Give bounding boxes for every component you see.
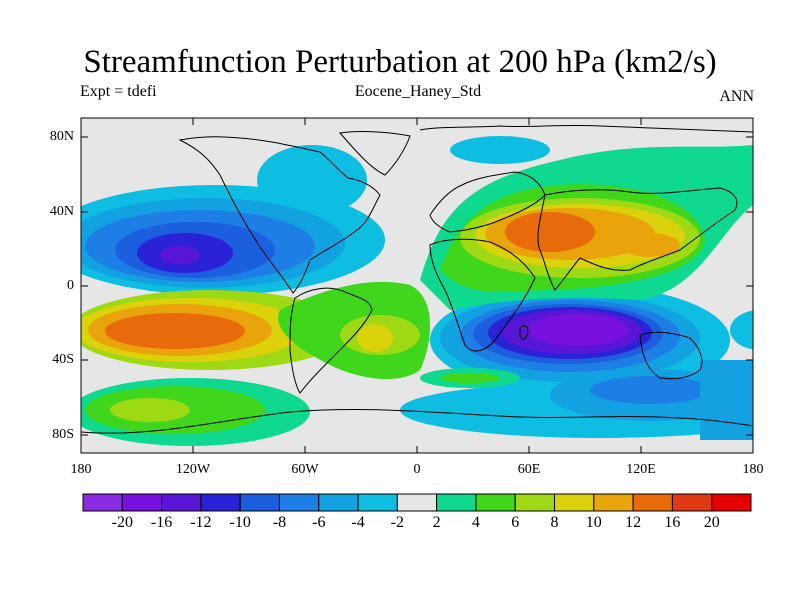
lat-tick-label: 0 xyxy=(67,278,74,293)
colorbar-tick-label: -20 xyxy=(111,514,133,531)
lat-tick-label: 80S xyxy=(52,427,74,442)
contour-region xyxy=(257,145,367,215)
colorbar-tick-label: 16 xyxy=(664,514,681,531)
colorbar-box xyxy=(396,493,438,512)
case-label: Eocene_Haney_Std xyxy=(354,83,482,100)
contour-region xyxy=(590,376,710,404)
lon-tick-label: 180 xyxy=(742,462,764,477)
coastline-greenland xyxy=(339,131,411,176)
contour-region xyxy=(505,212,595,252)
contour-region xyxy=(730,310,753,350)
colorbar-box xyxy=(278,493,320,512)
contour-region xyxy=(620,233,680,257)
lat-tick-marks xyxy=(81,136,753,436)
colorbar-tick-label: -4 xyxy=(351,514,365,531)
colorbar-tick-label: 12 xyxy=(625,514,642,531)
map-title: Streamfunction Perturbation at 200 hPa (… xyxy=(83,44,717,80)
experiment-label: Expt = tdefi xyxy=(80,83,157,100)
lon-tick-label: 120W xyxy=(175,462,211,477)
colorbar-box xyxy=(554,493,595,512)
contour-region xyxy=(700,360,753,440)
lon-tick-label: 0 xyxy=(413,462,421,477)
colorbar-box xyxy=(436,493,477,512)
contour-field xyxy=(81,136,753,446)
colorbar-tick-label: 20 xyxy=(703,514,720,531)
lon-tick-marks xyxy=(192,118,642,453)
colorbar-box xyxy=(357,493,398,512)
colorbar-tick-label: -2 xyxy=(390,514,405,531)
colorbar-box xyxy=(239,493,280,512)
coastline-arctic xyxy=(419,124,753,133)
colorbar-tick-label: 8 xyxy=(550,514,559,531)
season-label: ANN xyxy=(719,88,754,105)
coastline-madagascar xyxy=(519,325,529,340)
colorbar-box xyxy=(632,493,673,512)
coastline-north-america xyxy=(178,136,381,294)
colorbar-tick-label: -16 xyxy=(150,514,173,531)
contour-region xyxy=(105,313,245,349)
colorbar-box xyxy=(200,493,241,512)
contour-region xyxy=(357,324,393,352)
lon-tick-label: 120E xyxy=(626,462,656,477)
contour-region xyxy=(160,246,200,264)
contour-region xyxy=(528,314,628,346)
contour-region xyxy=(450,136,550,164)
colorbar-tick-label: -12 xyxy=(190,514,212,531)
lat-tick-label: 40S xyxy=(52,352,74,367)
lon-tick-label: 60W xyxy=(291,462,319,477)
colorbar-box xyxy=(318,493,359,512)
lon-tick-label: 180 xyxy=(70,462,92,477)
colorbar-box xyxy=(671,493,713,512)
colorbar-box xyxy=(593,493,634,512)
colorbar-tick-label: 10 xyxy=(585,514,602,531)
colorbar-tick-label: 6 xyxy=(511,514,520,531)
colorbar-box xyxy=(82,493,123,512)
colorbar-tick-label: 2 xyxy=(432,514,441,531)
coastlines xyxy=(81,124,753,434)
colorbar-box xyxy=(121,493,163,512)
colorbar-tick-label: -10 xyxy=(229,514,251,531)
coastline-australia xyxy=(639,331,703,380)
colorbar-box xyxy=(161,493,202,512)
contour-region xyxy=(110,398,190,422)
colorbar-tick-label: 4 xyxy=(471,514,480,531)
coastline-south-america xyxy=(289,287,373,394)
lat-tick-label: 80N xyxy=(49,129,74,144)
colorbar-tick-label: -6 xyxy=(312,514,326,531)
lat-tick-label: 40N xyxy=(49,204,74,219)
colorbar-box xyxy=(514,493,556,512)
coastline-asia xyxy=(537,187,738,291)
contour-region xyxy=(440,373,500,383)
coastline-antarctica xyxy=(81,408,753,434)
contour-region xyxy=(350,145,370,155)
colorbar-tick-label: -8 xyxy=(272,514,287,531)
coastline-africa xyxy=(429,238,536,352)
colorbar-box xyxy=(475,493,516,512)
colorbar xyxy=(82,493,752,512)
lon-tick-label: 60E xyxy=(517,462,541,477)
colorbar-box xyxy=(711,493,752,512)
